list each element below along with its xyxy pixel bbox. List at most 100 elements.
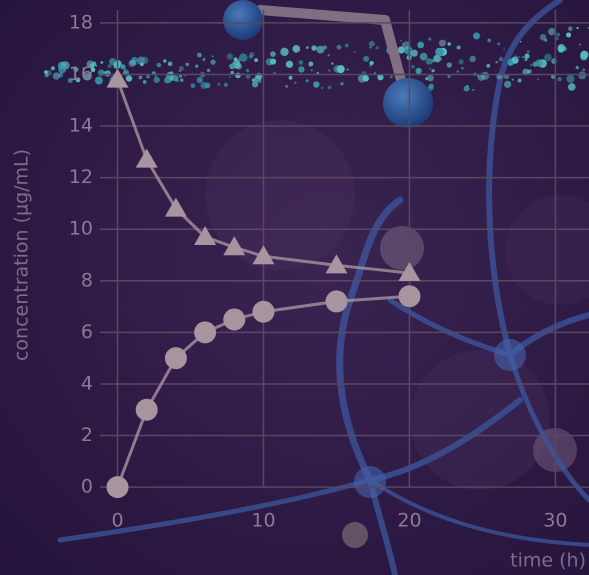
particle bbox=[402, 41, 411, 50]
particle bbox=[119, 63, 123, 67]
circle-marker bbox=[135, 398, 158, 421]
particle bbox=[369, 64, 372, 67]
particle bbox=[269, 58, 277, 65]
particle bbox=[51, 66, 55, 71]
particle bbox=[178, 70, 181, 73]
particle bbox=[298, 66, 305, 73]
particle bbox=[52, 72, 61, 80]
triangle-marker bbox=[223, 236, 246, 256]
particle bbox=[285, 84, 289, 88]
x-tick-label: 10 bbox=[251, 510, 275, 532]
particle bbox=[419, 52, 428, 61]
particle bbox=[402, 43, 405, 45]
circle-marker bbox=[223, 308, 246, 331]
circle-marker bbox=[252, 300, 275, 323]
particle bbox=[519, 40, 522, 43]
particle bbox=[128, 59, 136, 68]
particle bbox=[176, 79, 179, 83]
particle bbox=[536, 78, 540, 81]
particle bbox=[229, 63, 235, 70]
particle bbox=[557, 46, 565, 53]
particle bbox=[582, 68, 586, 72]
particle bbox=[197, 52, 202, 58]
particle bbox=[377, 74, 384, 81]
particle bbox=[340, 82, 344, 86]
circle-marker bbox=[398, 285, 421, 308]
particle bbox=[321, 87, 323, 89]
particle bbox=[210, 59, 216, 65]
particle bbox=[313, 81, 320, 88]
particle bbox=[140, 56, 149, 65]
particle bbox=[82, 67, 86, 70]
particle bbox=[58, 65, 67, 74]
particle bbox=[251, 81, 259, 88]
particle bbox=[142, 80, 147, 84]
particle bbox=[566, 74, 575, 83]
particle bbox=[425, 58, 433, 65]
particle bbox=[138, 75, 143, 80]
particle bbox=[425, 77, 429, 81]
particle bbox=[530, 64, 533, 67]
particle bbox=[504, 80, 512, 88]
particle bbox=[280, 47, 289, 57]
particle bbox=[75, 77, 81, 83]
neuron-body bbox=[354, 466, 386, 498]
atom bbox=[383, 78, 433, 128]
particle bbox=[136, 56, 145, 65]
particle bbox=[472, 88, 475, 92]
particle bbox=[397, 46, 405, 54]
x-tick-label: 30 bbox=[543, 510, 567, 532]
particle bbox=[544, 53, 552, 62]
x-axis-label: time (h) bbox=[510, 550, 586, 572]
particle bbox=[550, 74, 556, 79]
x-tick-label: 0 bbox=[111, 510, 123, 532]
blur-circle bbox=[380, 226, 424, 270]
particle bbox=[270, 51, 276, 57]
particle bbox=[258, 80, 262, 83]
y-tick-label: 6 bbox=[81, 321, 93, 343]
particle bbox=[447, 74, 451, 78]
particle bbox=[344, 43, 349, 48]
particle bbox=[403, 46, 413, 55]
y-tick-label: 4 bbox=[81, 372, 93, 394]
triangle-marker bbox=[106, 68, 129, 88]
triangle-marker bbox=[325, 254, 348, 274]
particle bbox=[461, 66, 464, 70]
particle bbox=[95, 64, 97, 67]
particle bbox=[292, 45, 301, 53]
y-axis-label: concentration (µg/mL) bbox=[11, 149, 33, 361]
particle bbox=[477, 74, 479, 77]
particle bbox=[245, 68, 250, 73]
particle bbox=[288, 75, 293, 80]
particle bbox=[202, 58, 206, 62]
particle bbox=[178, 65, 184, 72]
particle bbox=[83, 72, 92, 81]
circle-marker bbox=[325, 290, 348, 313]
y-tick-label: 10 bbox=[69, 218, 93, 240]
particle bbox=[438, 57, 443, 61]
triangle-marker bbox=[252, 245, 275, 265]
triangle-marker bbox=[135, 148, 158, 168]
particle bbox=[97, 69, 105, 77]
particle bbox=[522, 68, 530, 76]
particle bbox=[435, 47, 444, 57]
particle bbox=[539, 34, 547, 41]
particle bbox=[368, 40, 375, 47]
blur-circle bbox=[410, 350, 550, 490]
particle bbox=[107, 64, 112, 69]
particle bbox=[346, 68, 349, 71]
particle bbox=[73, 66, 79, 73]
particle bbox=[522, 56, 525, 59]
y-tick-label: 14 bbox=[69, 115, 93, 137]
particle bbox=[446, 62, 452, 68]
particle bbox=[146, 74, 150, 79]
particle bbox=[456, 70, 460, 73]
particle bbox=[44, 70, 48, 75]
particle bbox=[331, 62, 334, 65]
x-tick-label: 20 bbox=[397, 510, 421, 532]
particle bbox=[575, 65, 579, 70]
particle bbox=[294, 81, 297, 84]
particle bbox=[217, 82, 221, 86]
particle bbox=[524, 53, 530, 59]
